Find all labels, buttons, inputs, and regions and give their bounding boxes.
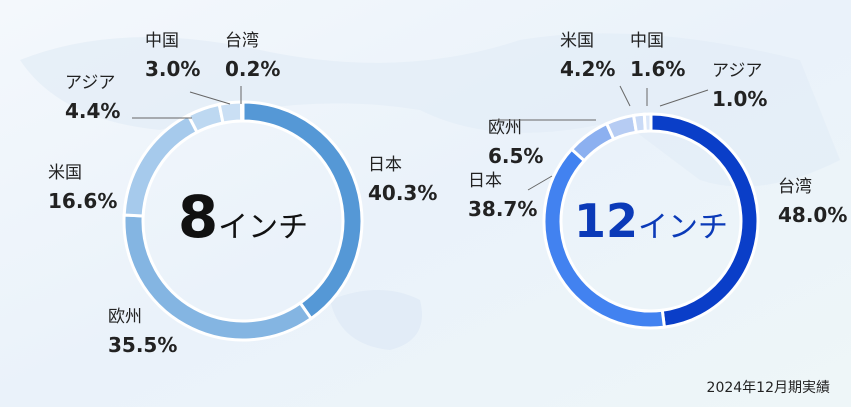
note: 2024年12月期実績 <box>707 380 830 396</box>
category-label: 欧州 <box>488 118 522 138</box>
value-label: 35.5% <box>108 333 177 357</box>
donut-segment <box>642 112 653 133</box>
value-label: 40.3% <box>368 181 437 205</box>
value-label: 38.7% <box>468 197 537 221</box>
category-label: 米国 <box>48 163 82 183</box>
value-label: 4.2% <box>560 57 615 81</box>
category-label: 日本 <box>468 171 502 191</box>
value-label: 0.2% <box>225 57 280 81</box>
category-label: 日本 <box>368 155 402 175</box>
value-label: 16.6% <box>48 189 117 213</box>
category-label: アジア <box>65 73 115 93</box>
value-label: 4.4% <box>65 99 120 123</box>
leader-line <box>659 89 709 107</box>
category-label: 台湾 <box>778 177 812 197</box>
center-label: 8インチ <box>178 183 308 251</box>
value-label: 48.0% <box>778 203 847 227</box>
center-label-number: 12 <box>574 194 638 248</box>
leader-line <box>189 91 231 105</box>
center-label-unit: インチ <box>638 210 728 245</box>
category-label: 中国 <box>145 31 179 51</box>
map-shape <box>330 290 422 350</box>
center-label: 12インチ <box>574 194 728 248</box>
leader-line <box>619 85 631 107</box>
center-label-number: 8 <box>178 183 218 251</box>
value-label: 3.0% <box>145 57 200 81</box>
category-label: 欧州 <box>108 307 142 327</box>
category-label: 中国 <box>630 31 664 51</box>
donut-segment <box>239 100 245 123</box>
category-label: 米国 <box>560 31 594 51</box>
category-label: アジア <box>712 61 762 81</box>
center-label-unit: インチ <box>218 210 308 245</box>
value-label: 1.6% <box>630 57 685 81</box>
map-shape <box>20 33 840 187</box>
leader-line <box>527 175 553 191</box>
value-label: 6.5% <box>488 144 543 168</box>
category-label: 台湾 <box>225 31 259 51</box>
value-label: 1.0% <box>712 87 767 111</box>
donut-segment <box>217 100 244 125</box>
